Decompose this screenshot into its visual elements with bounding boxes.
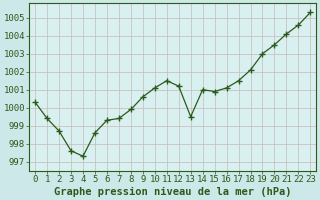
X-axis label: Graphe pression niveau de la mer (hPa): Graphe pression niveau de la mer (hPa)	[54, 186, 292, 197]
